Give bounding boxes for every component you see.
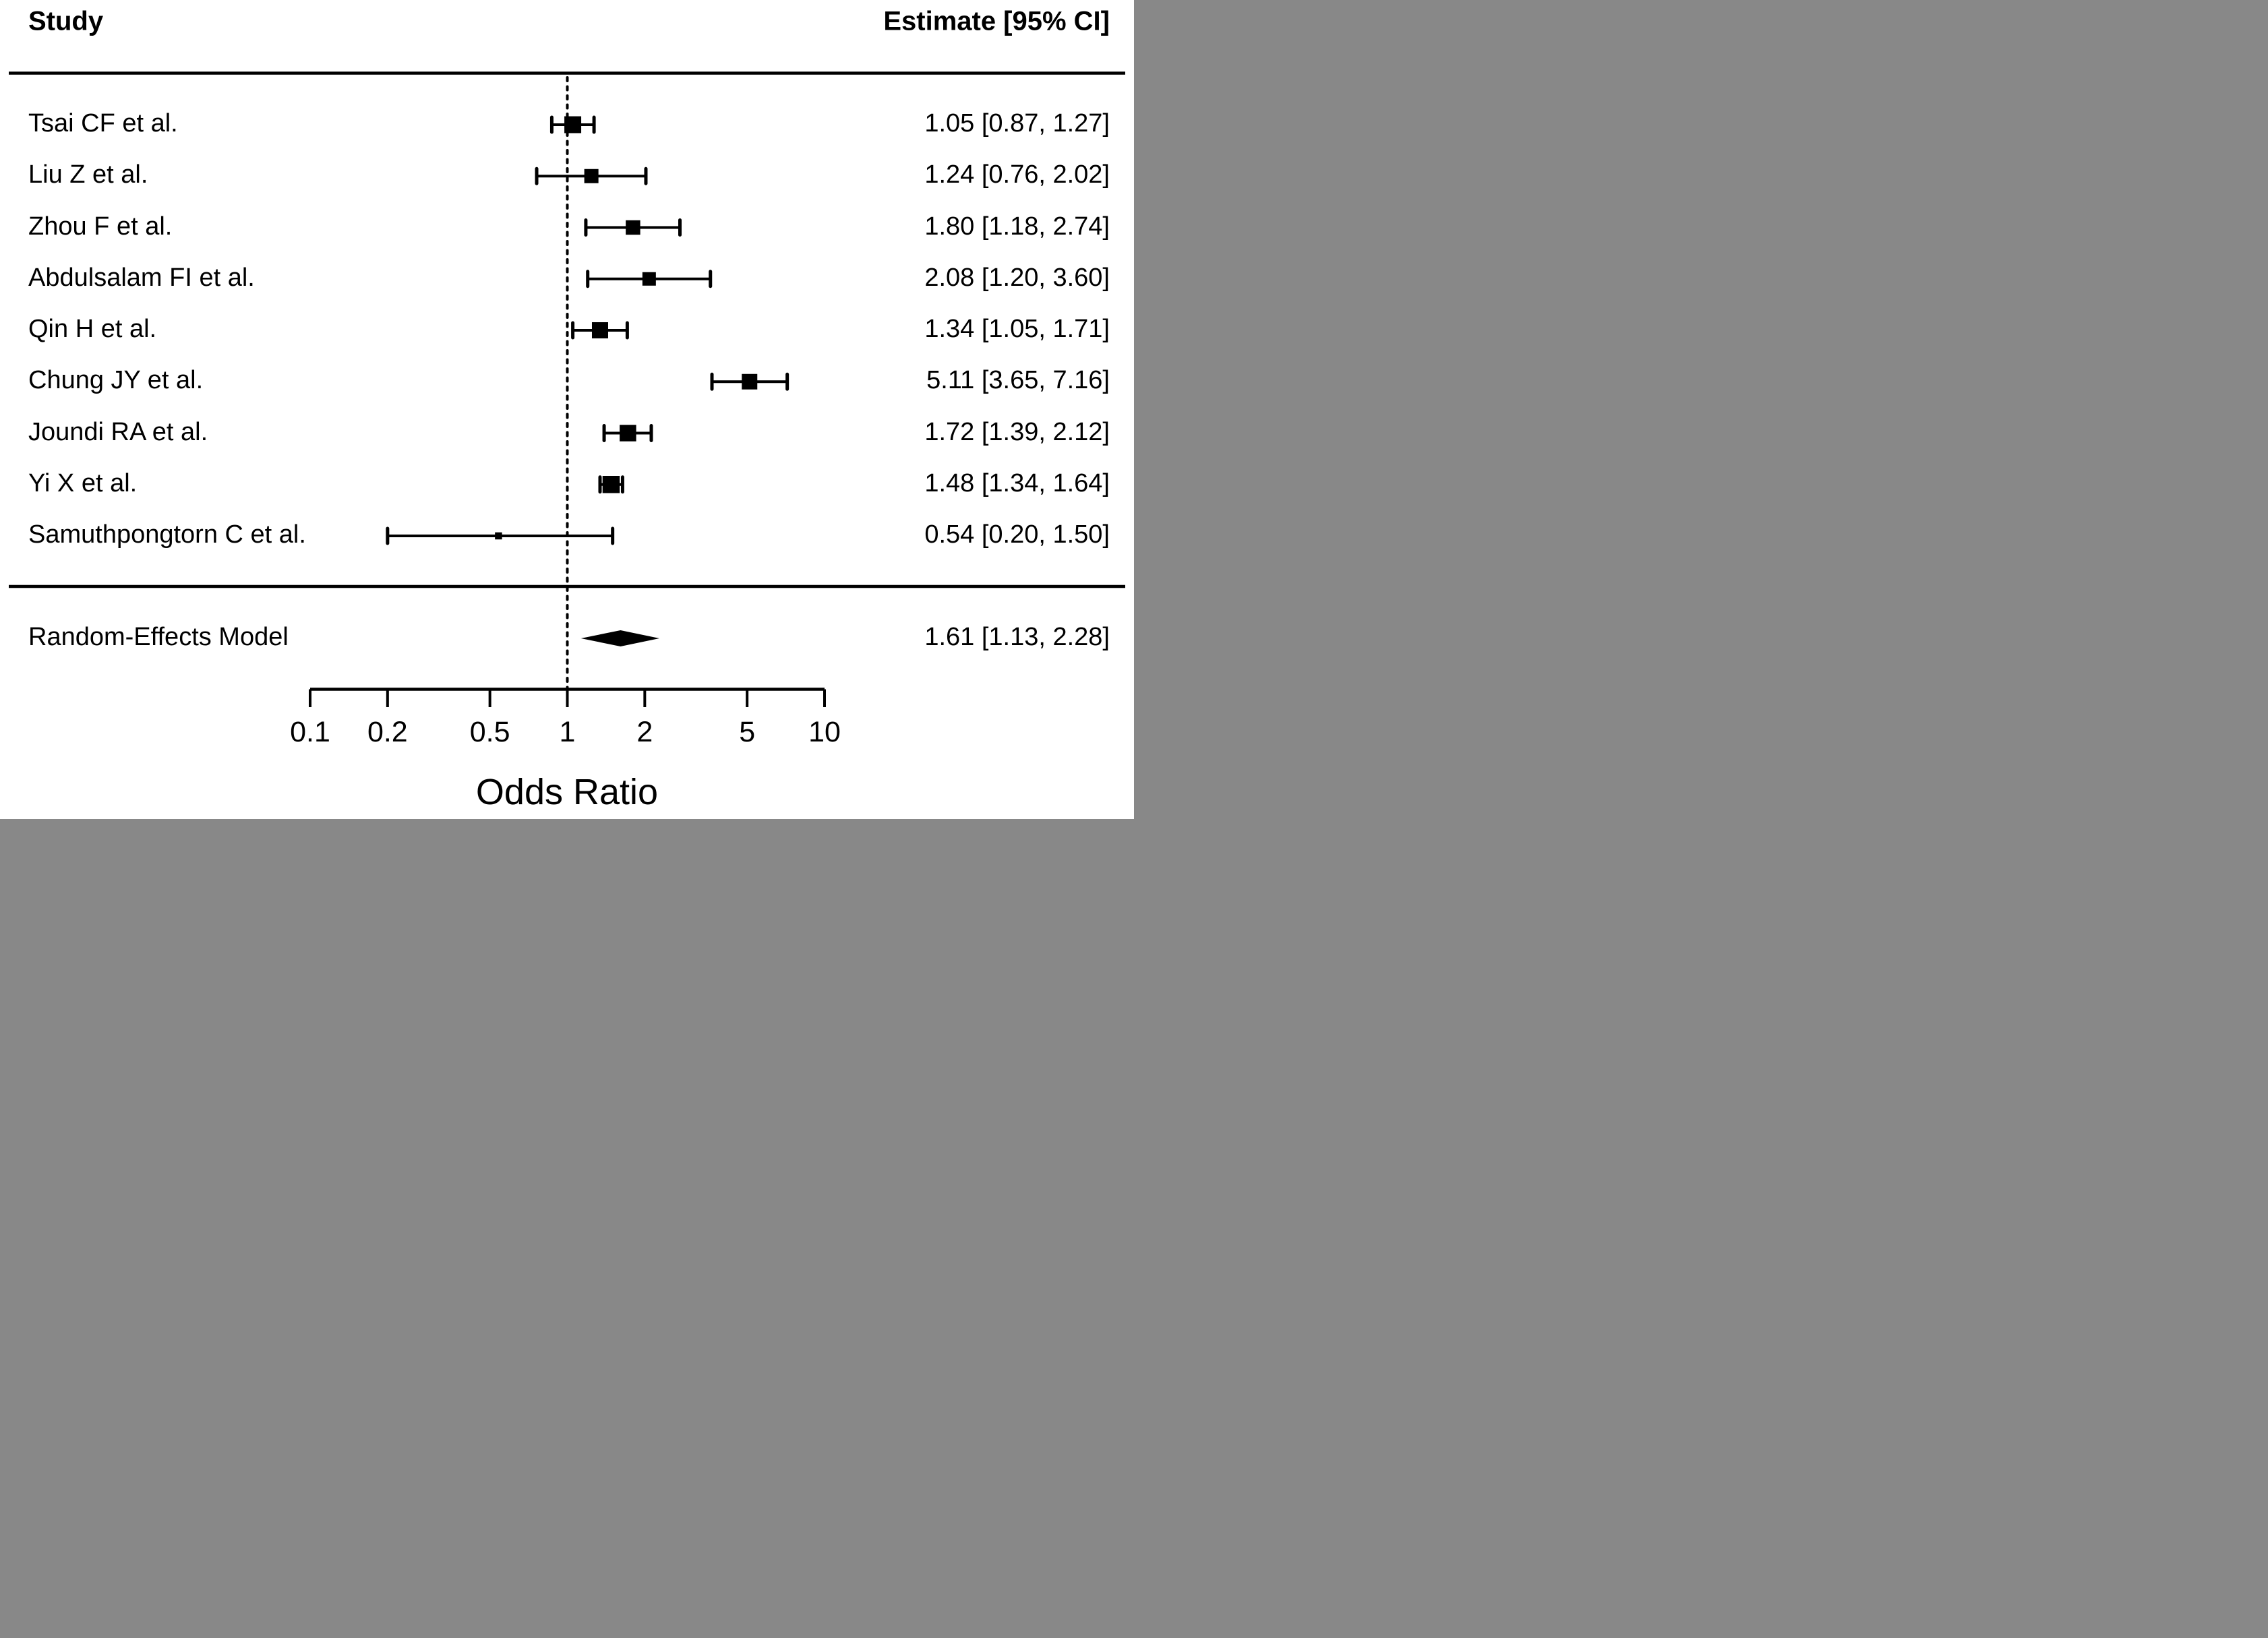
estimate-square: [620, 425, 636, 442]
study-label: Joundi RA et al.: [28, 417, 208, 446]
x-axis-tick-label: 2: [636, 716, 653, 748]
study-estimate: 5.11 [3.65, 7.16]: [926, 366, 1110, 395]
x-axis-tick-label: 0.2: [367, 716, 408, 748]
study-estimate: 1.72 [1.39, 2.12]: [924, 417, 1110, 446]
study-label: Zhou F et al.: [28, 212, 173, 241]
study-estimate: 2.08 [1.20, 3.60]: [924, 263, 1110, 292]
estimate-square: [495, 532, 502, 540]
estimate-square: [602, 476, 620, 493]
forest-plot-canvas: 0.1 0.2 0.5 1 2 5 10: [9, 71, 1125, 748]
x-axis-tick-label: 1: [560, 716, 576, 748]
x-axis-tick-label: 0.1: [290, 716, 330, 748]
summary-estimate: 1.61 [1.13, 2.28]: [924, 622, 1110, 651]
study-estimate: 0.54 [0.20, 1.50]: [924, 520, 1110, 549]
x-axis-title: Odds Ratio: [475, 772, 659, 812]
estimate-square: [591, 322, 608, 338]
x-axis-tick-label: 5: [739, 716, 755, 748]
study-label: Qin H et al.: [28, 314, 157, 343]
estimate-square: [742, 373, 758, 390]
estimate-square: [626, 220, 640, 235]
study-label: Yi X et al.: [28, 468, 138, 497]
study-label: Liu Z et al.: [28, 160, 148, 189]
study-estimate: 1.34 [1.05, 1.71]: [924, 314, 1110, 343]
study-label: Samuthpongtorn C et al.: [28, 520, 306, 549]
estimate-column-header: Estimate [95% CI]: [883, 6, 1110, 36]
study-estimate: 1.48 [1.34, 1.64]: [924, 468, 1110, 497]
summary-diamond: [580, 630, 660, 646]
summary-label: Random-Effects Model: [28, 622, 289, 651]
study-label: Abdulsalam FI et al.: [28, 263, 255, 292]
study-estimate: 1.05 [0.87, 1.27]: [924, 109, 1110, 138]
study-estimate: 1.24 [0.76, 2.02]: [924, 160, 1110, 189]
estimate-square: [584, 169, 599, 183]
forest-plot-figure: Study Estimate [95% CI] 0.1 0.2 0.5 1 2 5 10 T…: [0, 0, 1134, 819]
study-estimate: 1.80 [1.18, 2.74]: [924, 212, 1110, 241]
x-axis-tick-label: 10: [808, 716, 841, 748]
study-label: Chung JY et al.: [28, 366, 204, 395]
study-column-header: Study: [28, 6, 104, 36]
x-axis-tick-label: 0.5: [470, 716, 510, 748]
study-label: Tsai CF et al.: [28, 109, 178, 138]
estimate-square: [564, 116, 582, 133]
estimate-square: [642, 272, 656, 286]
